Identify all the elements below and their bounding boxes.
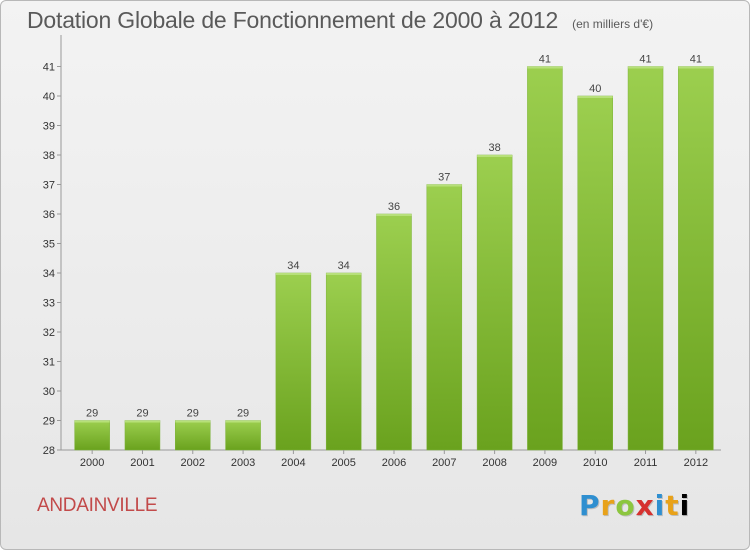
x-tick-label: 2006	[382, 457, 406, 469]
y-tick-label: 41	[43, 62, 55, 74]
y-tick-label: 36	[43, 209, 55, 221]
bar	[678, 66, 714, 451]
y-tick-label: 30	[43, 386, 55, 398]
y-tick-label: 32	[43, 327, 55, 339]
bar-top-highlight	[577, 96, 613, 98]
data-label: 29	[237, 408, 249, 420]
y-tick-label: 31	[43, 357, 55, 369]
logo-letter: t	[665, 489, 680, 522]
bar-top-highlight	[74, 420, 110, 423]
x-tick-label: 2011	[634, 457, 658, 469]
bar-top-highlight	[275, 273, 311, 275]
bar-top-highlight	[678, 66, 714, 69]
bar	[577, 95, 613, 451]
x-tick-label: 2012	[684, 457, 708, 469]
data-label: 40	[589, 83, 601, 95]
y-tick-label: 33	[43, 298, 55, 310]
y-tick-label: 37	[43, 180, 55, 192]
bar-top-highlight	[477, 155, 513, 157]
bar	[527, 66, 563, 451]
logo-letter: r	[600, 489, 616, 522]
logo-letter: o	[615, 489, 636, 522]
data-label: 41	[639, 54, 651, 66]
x-tick-label: 2003	[231, 457, 255, 469]
bar	[627, 66, 664, 451]
chart-title-text: Dotation Globale de Fonctionnement de 20…	[27, 7, 559, 33]
bar-top-highlight	[426, 184, 462, 187]
bar	[124, 420, 161, 451]
x-tick-label: 2005	[331, 457, 355, 469]
bar	[74, 420, 110, 451]
x-tick-label: 2004	[281, 457, 305, 469]
data-label: 29	[86, 408, 98, 420]
data-label: 37	[438, 172, 450, 184]
bar	[426, 184, 463, 451]
logo-letter: P	[579, 489, 601, 522]
y-tick-label: 29	[43, 416, 55, 428]
x-tick-label: 2000	[80, 457, 104, 469]
data-label: 38	[488, 142, 500, 154]
x-tick-label: 2002	[181, 457, 205, 469]
bar-top-highlight	[376, 214, 412, 216]
proxiti-logo: Proxiti	[579, 489, 690, 522]
y-tick-label: 35	[43, 239, 55, 251]
logo-letter: x	[635, 489, 655, 522]
y-tick-label: 38	[43, 150, 55, 162]
bar-top-highlight	[124, 420, 160, 423]
bar-top-highlight	[527, 66, 563, 69]
y-tick-label: 34	[43, 268, 55, 280]
data-label: 29	[136, 408, 148, 420]
x-tick-label: 2010	[583, 457, 607, 469]
data-label: 34	[338, 260, 350, 272]
logo-letter: i	[679, 489, 691, 522]
x-tick-label: 2008	[482, 457, 506, 469]
bar	[225, 420, 261, 451]
x-tick-label: 2009	[533, 457, 557, 469]
bar-top-highlight	[628, 66, 664, 69]
bar-top-highlight	[326, 273, 362, 275]
commune-name: ANDAINVILLE	[37, 495, 158, 516]
bar	[476, 154, 513, 451]
data-label: 34	[287, 260, 299, 272]
bar-top-highlight	[225, 420, 261, 423]
chart-unit-note: (en milliers d'€)	[572, 17, 654, 31]
bar	[376, 213, 412, 451]
y-tick-label: 28	[43, 445, 55, 457]
data-label: 29	[187, 408, 199, 420]
x-tick-label: 2007	[432, 457, 456, 469]
data-label: 41	[690, 54, 702, 66]
bar	[175, 420, 211, 451]
y-tick-label: 39	[43, 121, 55, 133]
y-tick-label: 40	[43, 91, 55, 103]
logo-letter: i	[654, 489, 666, 522]
bar	[275, 272, 312, 451]
x-tick-label: 2001	[130, 457, 154, 469]
bar	[325, 272, 362, 451]
chart-title: Dotation Globale de Fonctionnement de 20…	[27, 7, 653, 34]
data-label: 41	[539, 54, 551, 66]
data-label: 36	[388, 201, 400, 213]
bar-top-highlight	[175, 420, 211, 423]
